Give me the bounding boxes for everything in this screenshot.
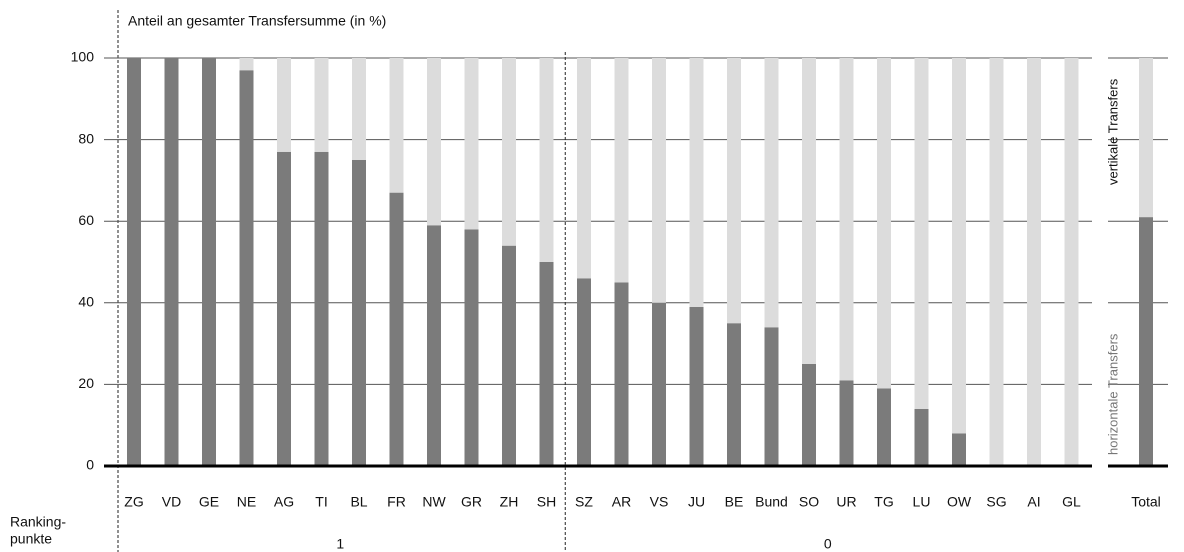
bar-segment xyxy=(652,302,666,466)
bar-segment xyxy=(277,151,291,466)
bar-segment xyxy=(502,245,516,466)
x-tick-label: BL xyxy=(350,494,367,510)
y-tick-label: 20 xyxy=(78,375,94,391)
bar-segment xyxy=(764,58,779,328)
bar-segment xyxy=(314,58,329,152)
x-tick-label: SG xyxy=(986,494,1006,510)
y-tick-label: 80 xyxy=(78,130,94,146)
x-tick-label: SO xyxy=(799,494,819,510)
y-tick-label: 60 xyxy=(78,212,94,228)
x-tick-label: GL xyxy=(1062,494,1081,510)
bar-segment xyxy=(877,388,891,466)
x-tick-label: Total xyxy=(1131,494,1161,510)
bar-segment xyxy=(577,58,591,279)
bar-segment xyxy=(652,58,666,303)
bar-segment xyxy=(1139,217,1153,466)
bar-segment xyxy=(839,58,854,381)
bar-segment xyxy=(127,58,141,466)
bar-segment xyxy=(539,262,554,466)
bar-segment xyxy=(802,58,816,364)
bar-segment xyxy=(464,58,479,230)
x-tick-label: TI xyxy=(315,494,327,510)
x-tick-label: BE xyxy=(725,494,744,510)
x-tick-label: SZ xyxy=(575,494,593,510)
bar-segment xyxy=(877,58,891,389)
series-label: vertikale Transfers xyxy=(1105,78,1120,185)
x-tick-label: VD xyxy=(162,494,181,510)
x-tick-label: FR xyxy=(387,494,406,510)
bar-segment xyxy=(1139,58,1153,218)
x-tick-label: AG xyxy=(274,494,294,510)
bar-segment xyxy=(689,58,704,307)
bar-segment xyxy=(239,58,254,71)
bar-segment xyxy=(839,380,854,466)
bar-segment xyxy=(914,58,929,409)
x-tick-label: ZG xyxy=(124,494,143,510)
bar-segment xyxy=(202,58,216,466)
bar-segment xyxy=(764,327,779,466)
bar-segment xyxy=(727,58,741,324)
x-tick-label: AR xyxy=(612,494,631,510)
x-tick-label: VS xyxy=(650,494,669,510)
x-tick-label: UR xyxy=(836,494,856,510)
x-tick-label: JU xyxy=(688,494,705,510)
x-tick-label: GR xyxy=(461,494,482,510)
bar-segment xyxy=(427,225,441,466)
bar-segment xyxy=(1064,58,1079,466)
bar-segment xyxy=(614,282,629,466)
bar-segment xyxy=(239,70,254,467)
bar-segment xyxy=(577,278,591,466)
bar-segment xyxy=(689,306,704,466)
x-tick-label: OW xyxy=(947,494,972,510)
x-tick-label: SH xyxy=(537,494,556,510)
bar-segment xyxy=(502,58,516,246)
bar-segment xyxy=(427,58,441,226)
ranking-label: Ranking- xyxy=(10,514,66,530)
x-tick-label: NE xyxy=(237,494,256,510)
bar-segment xyxy=(164,58,179,466)
bar-segment xyxy=(952,433,966,466)
bar-segment xyxy=(614,58,629,283)
bar-segment xyxy=(727,323,741,466)
bar-segment xyxy=(352,58,366,160)
bar-segment xyxy=(952,58,966,434)
bar-segment xyxy=(802,364,816,466)
chart-title: Anteil an gesamter Transfersumme (in %) xyxy=(128,13,386,29)
bar-segment xyxy=(277,58,291,152)
x-tick-label: Bund xyxy=(755,494,788,510)
x-tick-label: ZH xyxy=(500,494,519,510)
bar-segment xyxy=(352,160,366,466)
y-tick-label: 40 xyxy=(78,294,94,310)
bar-segment xyxy=(389,192,404,466)
y-tick-label: 100 xyxy=(71,49,95,65)
series-label: horizontale Transfers xyxy=(1105,333,1120,455)
x-tick-label: NW xyxy=(422,494,446,510)
y-tick-label: 0 xyxy=(86,457,94,473)
bar-segment xyxy=(464,229,479,466)
bar-segment xyxy=(314,151,329,466)
x-tick-label: AI xyxy=(1027,494,1040,510)
x-tick-label: TG xyxy=(874,494,893,510)
x-tick-label: LU xyxy=(913,494,931,510)
bar-segment xyxy=(539,58,554,262)
ranking-group-label: 0 xyxy=(824,536,832,552)
x-tick-label: GE xyxy=(199,494,219,510)
bar-segment xyxy=(914,408,929,466)
ranking-group-label: 1 xyxy=(336,536,344,552)
bar-segment xyxy=(989,58,1004,466)
bar-segment xyxy=(1027,58,1041,466)
ranking-label: punkte xyxy=(10,531,52,547)
bar-segment xyxy=(389,58,404,193)
